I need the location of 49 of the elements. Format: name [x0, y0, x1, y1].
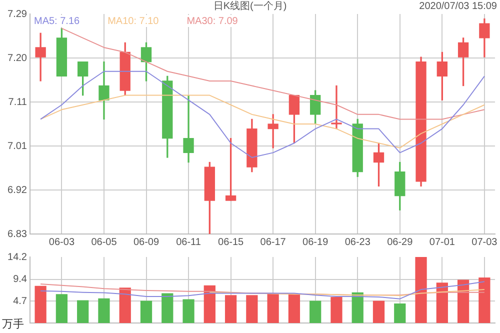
bar	[478, 277, 490, 323]
y-tick-label: 14.2	[8, 252, 28, 263]
x-tick-label: 06-15	[218, 236, 244, 248]
x-tick-label: 06-17	[260, 236, 286, 248]
bar	[288, 294, 300, 323]
bar	[182, 299, 194, 323]
y-tick-label: 6.92	[8, 184, 28, 196]
bar	[394, 303, 406, 323]
x-tick-label: 06-19	[302, 236, 329, 248]
bar	[77, 300, 89, 323]
bar	[436, 282, 448, 323]
bar	[162, 293, 174, 323]
y-tick-label: 7.20	[8, 52, 28, 64]
bar	[246, 295, 258, 323]
y-tick-label: 6.83	[8, 228, 28, 240]
x-tick-label: 06-03	[48, 236, 75, 248]
bar	[415, 257, 427, 323]
y-tick-label: 9.4	[13, 274, 28, 286]
bar	[34, 286, 46, 323]
bar	[352, 292, 364, 323]
y-tick-label: 7.29	[8, 8, 28, 20]
bar	[330, 296, 342, 323]
text: MA10: 7.10	[108, 16, 160, 27]
bar	[310, 300, 322, 323]
y-axis-title: 万手	[2, 318, 24, 331]
x-tick-label: 06-05	[91, 236, 118, 248]
y-tick-label: 4.7	[13, 296, 28, 307]
bar	[457, 280, 470, 323]
chart-title: 日K线图(一个月)	[213, 1, 287, 12]
x-tick-label: 06-11	[176, 236, 202, 248]
bar	[372, 300, 385, 323]
bar	[56, 294, 68, 323]
text: MA5: 7.16	[34, 16, 80, 27]
x-tick-label: 07-03	[472, 236, 498, 248]
bar	[119, 288, 131, 323]
candlestick	[331, 85, 342, 130]
x-tick-label: 07-01	[429, 236, 456, 248]
x-tick-label: 06-09	[133, 236, 160, 248]
bar	[204, 285, 216, 323]
text: MA30: 7.09	[186, 16, 238, 27]
bar	[224, 295, 237, 323]
bar	[98, 298, 110, 323]
y-tick-label: 7.01	[8, 140, 28, 152]
bar	[267, 293, 279, 323]
text: 2020/07/03 15:09	[419, 0, 497, 13]
y-tick-label: 7.11	[8, 96, 28, 108]
x-tick-label: 06-29	[387, 236, 414, 248]
x-tick-label: 06-23	[344, 236, 371, 248]
bar	[140, 300, 152, 323]
